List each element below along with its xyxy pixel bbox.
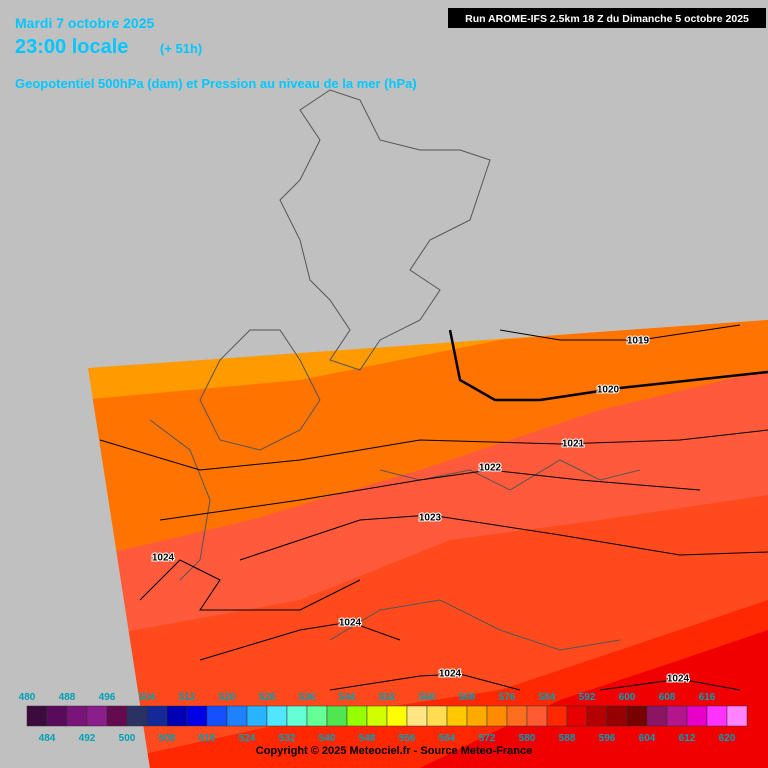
legend-swatch	[686, 705, 708, 727]
legend-swatch	[206, 705, 228, 727]
legend-swatch	[166, 705, 188, 727]
legend-swatch	[466, 705, 488, 727]
legend-label: 592	[579, 692, 596, 703]
run-info: Run AROME-IFS 2.5km 18 Z du Dimanche 5 o…	[465, 13, 749, 25]
legend-swatch	[646, 705, 668, 727]
isobar-label: 1024	[152, 553, 175, 564]
legend-swatch	[286, 705, 308, 727]
legend-swatch	[626, 705, 648, 727]
legend-swatch	[106, 705, 128, 727]
isobar-label: 1022	[479, 463, 502, 474]
isobar-label: 1020	[597, 385, 620, 396]
legend-swatch	[506, 705, 528, 727]
legend-label: 544	[339, 692, 356, 703]
legend-label: 620	[719, 733, 736, 744]
legend-label: 584	[539, 692, 556, 703]
legend-swatch	[326, 705, 348, 727]
forecast-date: Mardi 7 octobre 2025	[15, 15, 154, 31]
legend-swatch	[346, 705, 368, 727]
isobars	[99, 324, 768, 691]
legend-label: 532	[279, 733, 296, 744]
map-title: Geopotentiel 500hPa (dam) et Pression au…	[15, 76, 417, 91]
legend-swatch	[706, 705, 728, 727]
legend-label: 604	[639, 733, 656, 744]
legend-label: 496	[99, 692, 116, 703]
legend-swatch	[26, 705, 48, 727]
legend-label: 528	[259, 692, 276, 703]
legend-swatch	[46, 705, 68, 727]
legend-label: 536	[299, 692, 316, 703]
isobar-label: 1023	[419, 513, 442, 524]
legend-label: 616	[699, 692, 716, 703]
legend-swatch	[426, 705, 448, 727]
legend-swatch	[526, 705, 548, 727]
legend-swatch	[266, 705, 288, 727]
isobar-label: 1024	[667, 674, 690, 685]
legend-label: 504	[139, 692, 156, 703]
legend-swatch	[126, 705, 148, 727]
coastlines	[149, 89, 641, 651]
legend-label: 560	[419, 692, 436, 703]
legend-swatch	[146, 705, 168, 727]
legend-swatch	[486, 705, 508, 727]
legend-label: 572	[479, 733, 496, 744]
legend-label: 552	[379, 692, 396, 703]
legend-label: 512	[179, 692, 196, 703]
legend-label: 596	[599, 733, 616, 744]
legend-label: 580	[519, 733, 536, 744]
run-box	[448, 8, 766, 28]
legend-swatch	[306, 705, 328, 727]
legend-label: 516	[199, 733, 216, 744]
legend-swatch	[606, 705, 628, 727]
copyright: Copyright © 2025 Meteociel.fr - Source M…	[256, 745, 532, 757]
legend-swatch	[566, 705, 588, 727]
legend-label: 588	[559, 733, 576, 744]
legend-label: 524	[239, 733, 256, 744]
forecast-time: 23:00 locale	[15, 36, 128, 58]
legend-swatch	[186, 705, 208, 727]
legend-label: 608	[659, 692, 676, 703]
legend-swatch	[366, 705, 388, 727]
isobar-label: 1019	[627, 336, 650, 347]
field	[88, 320, 768, 768]
legend-label: 508	[159, 733, 176, 744]
legend-label: 556	[399, 733, 416, 744]
legend-label: 612	[679, 733, 696, 744]
isobar-label: 1024	[339, 618, 362, 629]
legend-swatch	[66, 705, 88, 727]
legend-swatch	[726, 705, 748, 727]
legend-label: 576	[499, 692, 516, 703]
legend-label: 600	[619, 692, 636, 703]
legend-label: 492	[79, 733, 96, 744]
legend-label: 484	[39, 733, 56, 744]
legend-swatch	[666, 705, 688, 727]
legend-swatch	[586, 705, 608, 727]
legend-label: 488	[59, 692, 76, 703]
isobar-label: 1021	[562, 439, 585, 450]
legend-label: 520	[219, 692, 236, 703]
legend-swatch	[246, 705, 268, 727]
legend-label: 568	[459, 692, 476, 703]
isobar-label: 1024	[439, 669, 462, 680]
legend-swatch	[446, 705, 468, 727]
legend-swatch	[546, 705, 568, 727]
forecast-lead: (+ 51h)	[160, 41, 202, 56]
legend-label: 564	[439, 733, 456, 744]
legend-label: 480	[19, 692, 36, 703]
legend-swatch	[406, 705, 428, 727]
legend-label: 500	[119, 733, 136, 744]
legend-swatch	[86, 705, 108, 727]
legend-label: 540	[319, 733, 336, 744]
legend-label: 548	[359, 733, 376, 744]
legend-swatch	[226, 705, 248, 727]
legend-swatch	[386, 705, 408, 727]
